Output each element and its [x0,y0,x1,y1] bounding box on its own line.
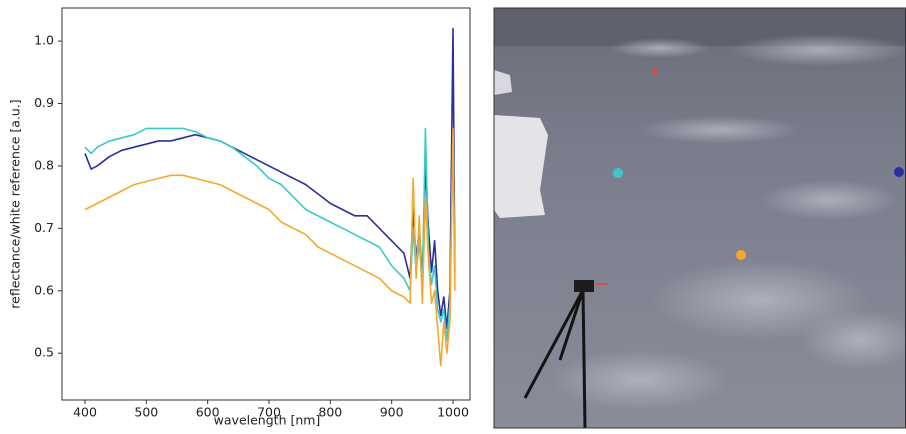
x-tick-label: 700 [257,405,281,420]
marker [652,69,658,75]
series-line [84,27,456,330]
series-line [84,127,456,342]
x-tick-label: 900 [380,405,404,420]
y-tick-label: 0.9 [34,95,54,110]
camera [574,280,594,292]
y-axis-label: reflectance/white reference [a.u.] [8,99,23,308]
bag [494,70,512,95]
snow-mound [550,350,730,410]
x-tick-label: 400 [73,405,97,420]
bag [494,115,548,218]
tripod [523,289,587,429]
x-tick-label: 800 [318,405,342,420]
plot-frame [61,7,471,401]
series-line [84,127,456,367]
x-axis-label: wavelength [nm] [214,413,321,428]
marker [613,168,623,178]
y-tick-label: 0.6 [34,282,54,297]
x-tick-label: 1000 [437,405,469,420]
snow-mound [730,34,906,66]
snow-mound [650,260,870,340]
x-tick-label: 500 [134,405,158,420]
y-tick-label: 0.7 [34,220,54,235]
y-tick-label: 0.8 [34,157,54,172]
marker [736,250,746,260]
x-tick-label: 600 [196,405,220,420]
snow-mound [610,38,710,58]
y-tick-label: 1.0 [34,33,54,48]
photo [493,7,906,429]
snow-mound [760,180,900,220]
snow-mound [640,116,800,144]
marker [894,167,904,177]
y-tick-label: 0.5 [34,345,54,360]
snow-mound [800,310,906,370]
